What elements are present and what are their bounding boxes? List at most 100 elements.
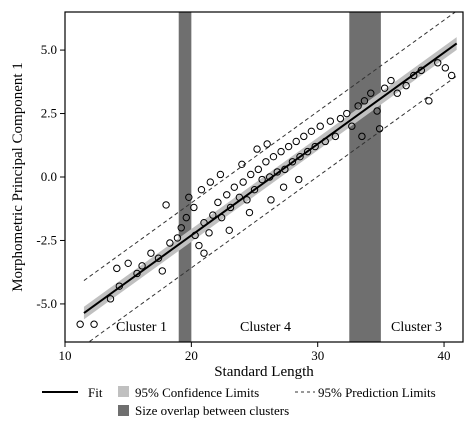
- data-point-76: [216, 170, 225, 179]
- data-point-65: [410, 71, 418, 80]
- axis-ticks: 10 20 30 40 -5.0 -2.5 0.0 2.5 5.0: [36, 42, 450, 363]
- cluster-1-label: Cluster 1: [116, 320, 167, 335]
- data-point-67: [425, 97, 433, 105]
- data-point-40: [277, 147, 285, 156]
- data-point-11: [158, 267, 166, 275]
- data-point-50: [316, 122, 324, 130]
- legend: Fit 95% Confidence Limits 95% Prediction…: [42, 385, 436, 418]
- data-point-72: [358, 132, 366, 141]
- data-point-84: [245, 208, 254, 217]
- data-point-51: [321, 137, 329, 146]
- legend-confidence-swatch: [118, 386, 129, 397]
- data-point-24: [214, 198, 222, 207]
- data-point-77: [225, 226, 233, 235]
- data-point-15: [162, 201, 170, 209]
- data-point-58: [360, 97, 369, 105]
- data-point-3: [106, 295, 115, 303]
- data-point-36: [262, 158, 270, 166]
- data-point-38: [269, 152, 278, 161]
- data-point-43: [288, 158, 297, 166]
- data-point-2: [90, 320, 98, 328]
- y-tick-label-1: -2.5: [36, 232, 57, 247]
- data-point-81: [279, 183, 288, 191]
- data-point-33: [250, 185, 259, 194]
- data-point-7: [133, 269, 141, 278]
- data-point-14: [177, 224, 185, 232]
- data-point-52: [326, 117, 335, 125]
- data-point-75: [206, 178, 215, 186]
- data-point-70: [447, 71, 456, 80]
- cluster-4-label: Cluster 4: [240, 320, 291, 335]
- data-point-66: [417, 66, 426, 75]
- data-point-22: [200, 218, 208, 227]
- data-point-21: [190, 203, 198, 212]
- x-tick-label-20: 20: [185, 348, 198, 363]
- data-point-57: [354, 102, 362, 110]
- legend-fit-label: Fit: [88, 385, 103, 400]
- data-point-73: [185, 193, 193, 202]
- data-point-19: [200, 249, 208, 257]
- overlap-region-1: [178, 12, 192, 342]
- data-point-45: [296, 152, 304, 161]
- data-point-79: [253, 145, 261, 153]
- data-point-34: [254, 165, 263, 174]
- fit-line: [83, 42, 458, 314]
- data-point-25: [217, 213, 226, 222]
- y-tick-label-4: 5.0: [41, 42, 57, 57]
- data-point-5: [113, 264, 121, 273]
- data-point-26: [223, 191, 231, 199]
- data-point-68: [434, 59, 442, 67]
- data-point-23: [209, 211, 217, 219]
- data-point-31: [243, 196, 251, 204]
- data-point-39: [273, 168, 281, 176]
- x-tick-label-40: 40: [438, 348, 451, 363]
- prediction-limit-lower: [88, 75, 457, 342]
- x-tick-label-30: 30: [311, 348, 324, 363]
- data-point-54: [336, 114, 345, 123]
- data-point-47: [303, 147, 312, 156]
- data-point-37: [265, 173, 274, 181]
- data-point-16: [182, 213, 190, 222]
- data-point-9: [147, 249, 155, 257]
- data-point-48: [307, 127, 316, 136]
- data-point-56: [348, 122, 356, 130]
- cluster-3-label: Cluster 3: [391, 320, 442, 335]
- overlap-region-2: [349, 12, 381, 342]
- data-point-44: [292, 137, 300, 146]
- data-point-49: [311, 142, 319, 151]
- data-point-46: [300, 132, 308, 141]
- data-point-29: [235, 193, 244, 202]
- data-point-61: [380, 84, 389, 92]
- data-point-27: [226, 203, 235, 212]
- data-point-78: [238, 160, 246, 169]
- data-point-12: [166, 239, 174, 247]
- data-point-10: [154, 254, 163, 262]
- x-tick-label-10: 10: [59, 348, 72, 363]
- data-points: [76, 59, 456, 328]
- y-tick-label-0: -5.0: [36, 296, 57, 311]
- data-point-35: [258, 175, 266, 184]
- data-point-6: [124, 259, 132, 268]
- data-point-82: [295, 175, 303, 184]
- y-tick-label-2: 0.0: [41, 169, 57, 184]
- data-point-42: [284, 142, 293, 151]
- data-point-74: [197, 185, 206, 194]
- data-point-8: [138, 262, 146, 270]
- y-axis-title: Morphometric Principal Component 1: [10, 62, 26, 292]
- data-point-71: [375, 125, 384, 133]
- data-point-28: [230, 183, 239, 191]
- data-point-62: [387, 76, 395, 85]
- data-point-83: [263, 140, 271, 148]
- data-point-13: [173, 234, 182, 242]
- data-point-55: [343, 109, 351, 118]
- legend-overlap-swatch: [118, 405, 129, 416]
- data-point-41: [281, 165, 289, 174]
- data-point-59: [367, 89, 375, 97]
- data-point-53: [331, 132, 340, 141]
- legend-prediction-label: 95% Prediction Limits: [318, 385, 436, 400]
- data-point-30: [239, 178, 247, 186]
- data-point-20: [205, 229, 213, 237]
- data-point-60: [373, 107, 381, 115]
- data-point-18: [195, 241, 203, 250]
